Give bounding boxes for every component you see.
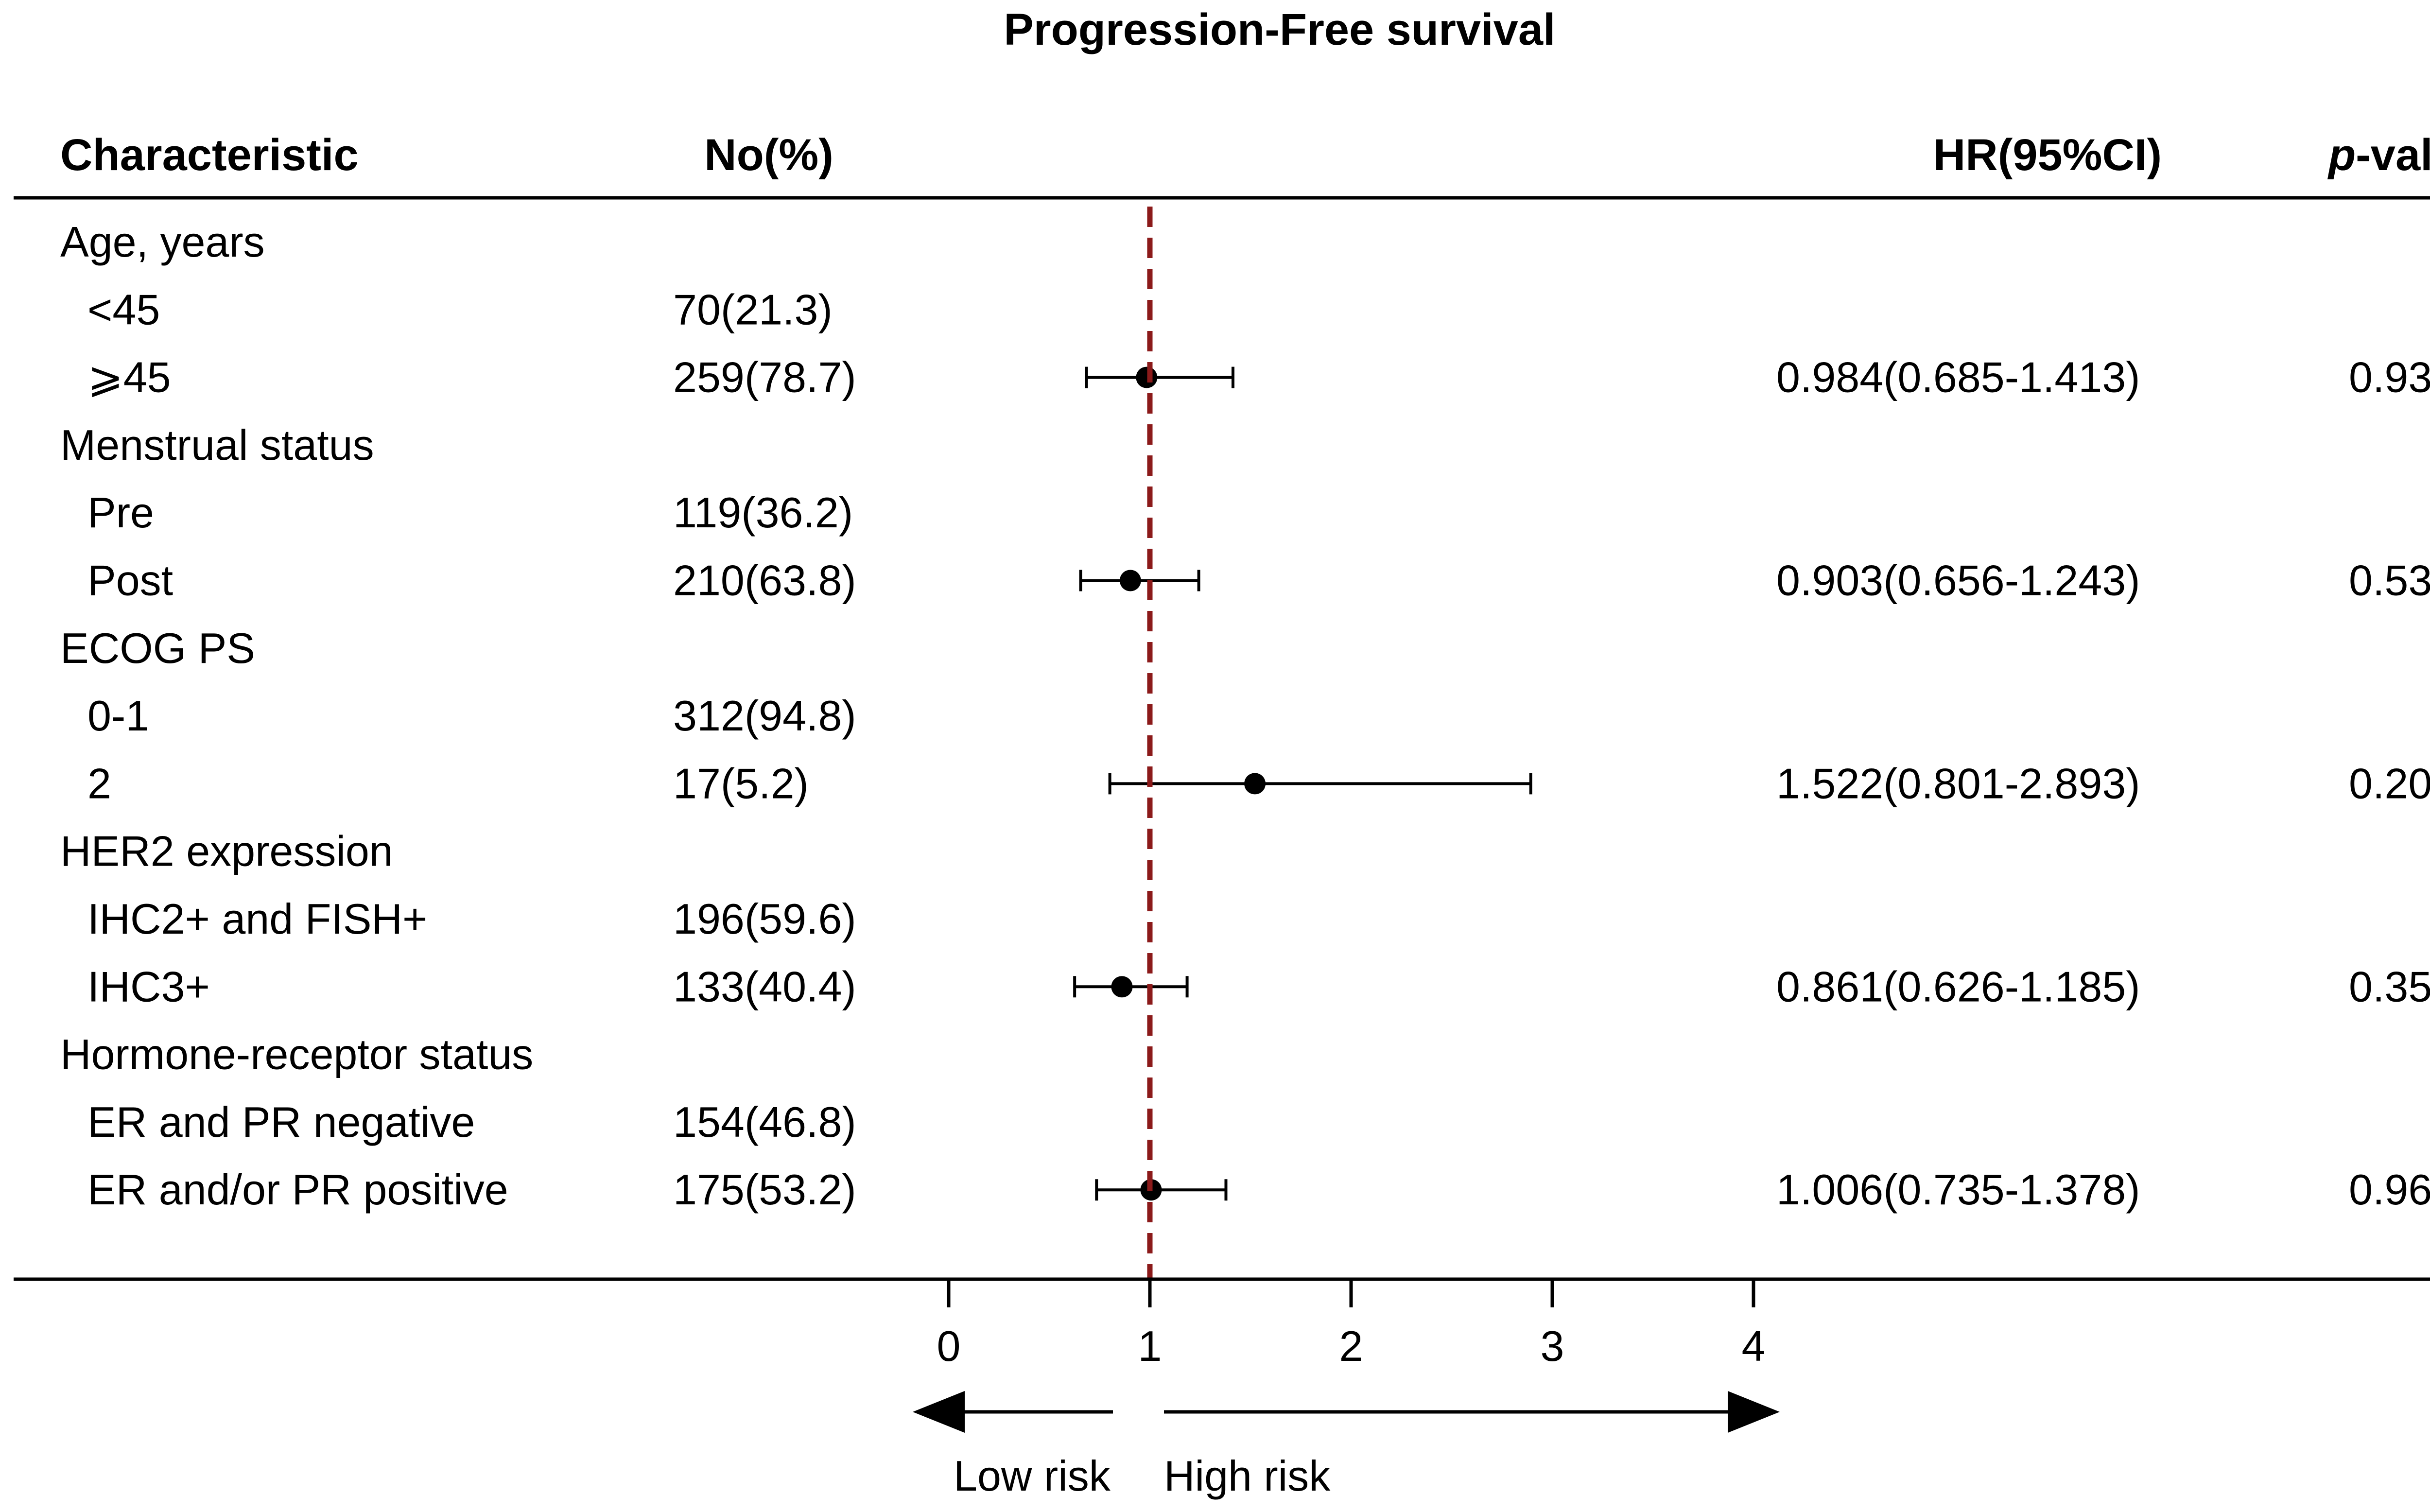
header-characteristic: Characteristic — [60, 130, 359, 180]
row-hr-ci: 0.903(0.656-1.243) — [1776, 556, 2140, 605]
row-label: 0-1 — [87, 692, 149, 740]
header-no-percent: No(%) — [704, 130, 833, 180]
row-n: 196(59.6) — [673, 895, 856, 943]
row-hr-ci: 0.984(0.685-1.413) — [1776, 353, 2140, 401]
group-label: Age, years — [60, 218, 265, 266]
group-label: Menstrual status — [60, 421, 374, 469]
row-n: 210(63.8) — [673, 556, 856, 605]
low-risk-arrow-head — [913, 1391, 965, 1433]
row-hr-ci: 1.006(0.735-1.378) — [1776, 1165, 2140, 1214]
header-hr-ci: HR(95%CI) — [1933, 130, 2162, 180]
group-label: HER2 expression — [60, 827, 393, 875]
row-n: 17(5.2) — [673, 759, 809, 807]
risk-arrows: Low risk High risk — [913, 1391, 1780, 1500]
high-risk-label: High risk — [1164, 1452, 1331, 1500]
row-label: <45 — [87, 285, 160, 333]
x-axis: 0 1 2 3 4 — [937, 1277, 1766, 1370]
row-label: IHC2+ and FISH+ — [87, 895, 427, 943]
row-label: ER and PR negative — [87, 1098, 475, 1146]
row-n: 312(94.8) — [673, 692, 856, 740]
row-hr-ci: 1.522(0.801-2.893) — [1776, 759, 2140, 807]
hr-point — [1111, 976, 1133, 998]
hr-point — [1136, 366, 1158, 388]
row-label: Post — [87, 556, 173, 605]
hr-point — [1119, 570, 1141, 591]
high-risk-arrow-head — [1728, 1391, 1780, 1433]
x-tick-label: 2 — [1339, 1322, 1363, 1370]
low-risk-label: Low risk — [954, 1452, 1111, 1500]
row-label: 2 — [87, 759, 111, 807]
hr-point — [1244, 773, 1266, 795]
x-tick-label: 3 — [1541, 1322, 1564, 1370]
x-tick-label: 1 — [1138, 1322, 1162, 1370]
header-p-suffix: -value — [2356, 130, 2430, 180]
row-label: IHC3+ — [87, 962, 210, 1010]
group-label: ECOG PS — [60, 624, 255, 672]
row-n: 259(78.7) — [673, 353, 856, 401]
row-n: 70(21.3) — [673, 285, 833, 333]
row-n: 154(46.8) — [673, 1098, 856, 1146]
x-tick-label: 0 — [937, 1322, 961, 1370]
header-p-italic: p — [2327, 130, 2356, 180]
chart-title: Progression-Free survival — [1004, 5, 1555, 54]
header-p-value: p-value — [2327, 130, 2430, 180]
group-label: Hormone-receptor status — [60, 1030, 533, 1078]
row-p-value: 0.930 — [2349, 353, 2430, 401]
row-p-value: 0.200 — [2349, 759, 2430, 807]
row-n: 175(53.2) — [673, 1165, 856, 1214]
row-n: 133(40.4) — [673, 962, 856, 1010]
row-n: 119(36.2) — [673, 488, 853, 537]
row-p-value: 0.969 — [2349, 1165, 2430, 1214]
row-label: ⩾45 — [87, 353, 171, 401]
row-label: Pre — [87, 488, 154, 537]
ci-markers — [1073, 366, 1532, 1201]
x-tick-label: 4 — [1742, 1322, 1766, 1370]
row-hr-ci: 0.861(0.626-1.185) — [1776, 962, 2140, 1010]
row-p-value: 0.359 — [2349, 962, 2430, 1010]
row-label: ER and/or PR positive — [87, 1165, 508, 1214]
table-rows: Age, years <45 70(21.3) ⩾45 259(78.7) 0.984(0… — [60, 218, 2430, 1214]
row-p-value: 0.531 — [2349, 556, 2430, 605]
